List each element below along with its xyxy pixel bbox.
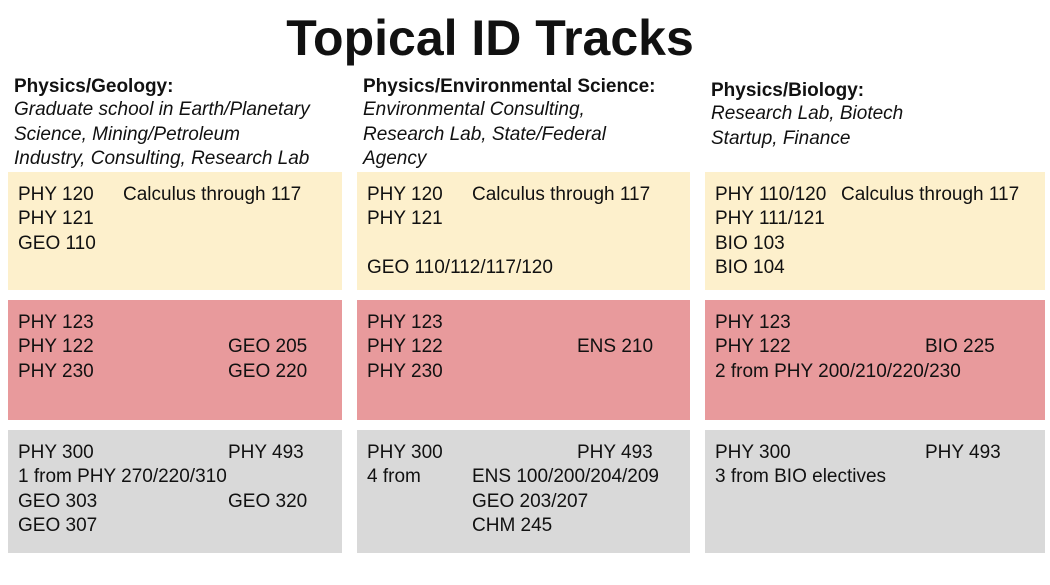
course-item: PHY 300 xyxy=(715,442,791,463)
course-item: BIO 225 xyxy=(925,336,995,358)
track-box xyxy=(8,430,342,553)
track-box xyxy=(705,430,1045,553)
course-item: Calculus through 117 xyxy=(841,184,1020,205)
course-item: PHY 230 xyxy=(367,360,443,382)
course-item: GEO 203/207 xyxy=(472,490,589,512)
course-item: CHM 245 xyxy=(472,514,553,536)
course-item: GEO 303 xyxy=(18,490,98,512)
course-item: GEO 110 xyxy=(18,232,96,254)
course-item: PHY 123 xyxy=(715,312,791,333)
column-heading: Physics/Geology: xyxy=(14,76,174,97)
course-item: GEO 110/112/117/120 xyxy=(367,256,553,278)
slide-title: Topical ID Tracks xyxy=(286,10,694,66)
course-item: PHY 123 xyxy=(367,312,443,333)
course-item: PHY 493 xyxy=(925,442,1001,463)
course-item: PHY 300 xyxy=(367,442,443,463)
course-item: PHY 493 xyxy=(228,442,304,463)
course-item: PHY 300 xyxy=(18,442,94,463)
course-item: BIO 103 xyxy=(715,232,785,254)
course-item: 4 from xyxy=(367,466,421,488)
column-subtitle: Agency xyxy=(363,148,427,169)
column-subtitle: Startup, Finance xyxy=(711,127,851,149)
course-item: Calculus through 117 xyxy=(472,184,651,205)
course-item: PHY 493 xyxy=(577,442,653,463)
course-item: GEO 320 xyxy=(228,490,308,512)
course-item: 3 from BIO electives xyxy=(715,466,887,488)
course-item: 1 from PHY 270/220/310 xyxy=(18,466,227,488)
course-item: GEO 205 xyxy=(228,336,308,358)
column-subtitle: Science, Mining/Petroleum xyxy=(14,123,240,145)
track-box xyxy=(8,300,342,420)
course-item: PHY 122 xyxy=(18,336,94,358)
course-item: Calculus through 117 xyxy=(123,184,302,205)
column-subtitle: Research Lab, State/Federal xyxy=(363,123,606,145)
column-heading: Physics/Biology: xyxy=(711,80,865,101)
course-item: PHY 120 xyxy=(367,184,443,205)
track-box xyxy=(357,172,690,290)
course-item: PHY 111/121 xyxy=(715,208,825,230)
column-subtitle: Environmental Consulting, xyxy=(363,99,585,120)
course-item: PHY 121 xyxy=(367,208,443,230)
course-item: PHY 230 xyxy=(18,360,94,382)
column-subtitle: Graduate school in Earth/Planetary xyxy=(14,99,310,120)
track-box xyxy=(8,172,342,290)
course-item: PHY 121 xyxy=(18,208,94,230)
track-box xyxy=(705,172,1045,290)
track-box xyxy=(705,300,1045,420)
course-item: ENS 210 xyxy=(577,336,654,358)
course-item: PHY 120 xyxy=(18,184,94,205)
column-subtitle: Research Lab, Biotech xyxy=(711,103,904,124)
course-item: ENS 100/200/204/209 xyxy=(472,466,659,488)
course-item: GEO 307 xyxy=(18,514,98,536)
column-heading: Physics/Environmental Science: xyxy=(363,76,656,97)
course-item: 2 from PHY 200/210/220/230 xyxy=(715,360,961,382)
track-box xyxy=(357,430,690,553)
track-box xyxy=(357,300,690,420)
course-item: GEO 220 xyxy=(228,360,308,382)
course-item: PHY 122 xyxy=(367,336,443,358)
course-item: PHY 122 xyxy=(715,336,791,358)
course-item: BIO 104 xyxy=(715,256,785,278)
column-subtitle: Industry, Consulting, Research Lab xyxy=(14,148,310,169)
course-item: PHY 110/120 xyxy=(715,184,827,205)
course-item: PHY 123 xyxy=(18,312,94,333)
